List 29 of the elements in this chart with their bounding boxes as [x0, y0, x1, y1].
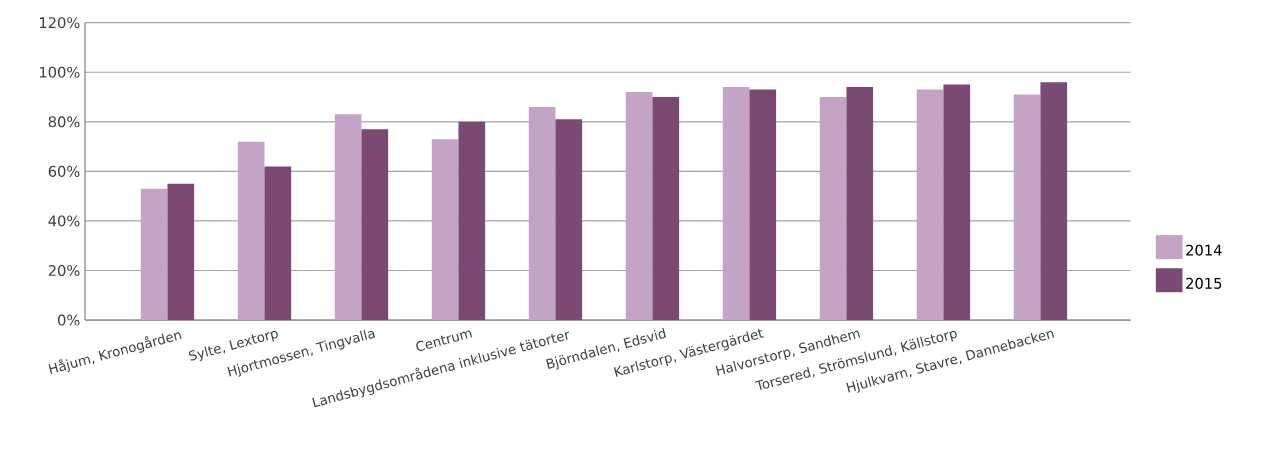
bar	[652, 96, 680, 321]
bar	[555, 119, 583, 321]
y-tick-label: 80%	[48, 116, 80, 128]
bar	[264, 166, 292, 321]
bar	[625, 92, 653, 321]
bar	[1013, 94, 1041, 321]
bar	[237, 141, 265, 321]
y-tick-label: 40%	[48, 215, 80, 227]
y-tick-label: 0%	[58, 314, 80, 326]
bar	[722, 87, 750, 321]
bar	[916, 89, 944, 321]
y-tick-label: 100%	[39, 66, 80, 78]
bar	[361, 129, 389, 321]
bar	[167, 183, 195, 321]
bar	[528, 106, 556, 321]
bar	[140, 188, 168, 321]
bar	[749, 89, 777, 321]
bar	[431, 139, 459, 321]
y-tick-label: 120%	[39, 17, 80, 29]
y-tick-label: 20%	[48, 264, 80, 276]
bar	[846, 87, 874, 321]
legend-label: 2015	[1186, 277, 1222, 289]
legend-label: 2014	[1186, 244, 1222, 256]
bar	[1040, 82, 1068, 321]
y-tick-label: 60%	[48, 165, 80, 177]
bar	[943, 84, 971, 321]
bar	[458, 121, 486, 321]
bar	[334, 114, 362, 321]
bar	[819, 96, 847, 321]
